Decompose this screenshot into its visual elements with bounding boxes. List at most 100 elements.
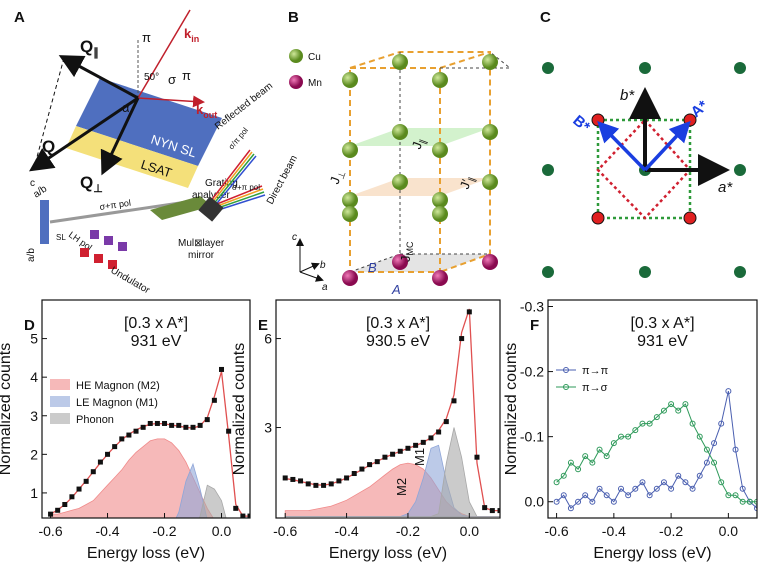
x-tick-label: -0.6 <box>273 523 297 539</box>
legend-label: Phonon <box>76 414 114 426</box>
data-point <box>725 388 732 395</box>
legend-label: LE Magnon (M1) <box>76 397 158 409</box>
x-tick-label: -0.2 <box>152 523 176 539</box>
y-axis-label: Normalized counts <box>0 343 14 476</box>
data-point <box>739 498 746 505</box>
q: Q <box>80 173 93 192</box>
data-point <box>696 472 703 479</box>
data-point <box>197 422 203 428</box>
data-point <box>190 424 196 430</box>
data-point <box>336 478 342 484</box>
x-tick-label: -0.2 <box>659 523 683 539</box>
data-point <box>226 428 232 434</box>
plane <box>350 128 490 146</box>
data-point <box>466 309 472 315</box>
chart: -0.6 -0.4 -0.2 0.0 3 6E [0.3 x A*]930.5 eV Ener… <box>231 299 501 562</box>
x-tick-label: -0.2 <box>396 523 420 539</box>
axis-b: b <box>320 260 326 271</box>
grating-label: Grating analyzer <box>192 178 238 201</box>
mirror <box>198 196 224 222</box>
data-point <box>689 485 696 492</box>
chart: -0.6 -0.4 -0.2 0.0 -0.3 -0.2 -0.1 0.0 F [0.3 x A*… <box>503 299 758 562</box>
direct-label: Direct beam <box>265 154 300 207</box>
j-par: J∥ <box>409 136 429 152</box>
data-point <box>176 422 182 428</box>
dir-b: B <box>368 260 377 275</box>
y-tick-label: 2 <box>30 446 38 462</box>
a-star: a* <box>718 179 733 196</box>
data-point <box>451 398 457 404</box>
data-point <box>428 435 434 441</box>
data-point <box>105 451 111 457</box>
data-point <box>618 433 625 440</box>
legend-label: HE Magnon (M2) <box>76 380 160 392</box>
data-point <box>367 462 373 468</box>
data-point <box>290 476 296 482</box>
j: J <box>327 175 343 186</box>
x-tick-label: 0.0 <box>212 523 232 539</box>
chart-title: [0.3 x A*] <box>124 315 188 332</box>
data-point <box>625 492 632 499</box>
data-point <box>233 505 239 511</box>
j-perp: J⊥ <box>327 167 348 186</box>
data-point <box>582 453 589 460</box>
data-point <box>575 466 582 473</box>
data-point <box>553 479 560 486</box>
data-point <box>162 420 168 426</box>
q-arrow <box>29 96 139 172</box>
chart-subtitle: 930.5 eV <box>366 333 430 350</box>
data-point <box>459 336 465 342</box>
y-tick-label: 6 <box>264 331 272 347</box>
data-point <box>482 505 488 511</box>
panel-label: A <box>14 9 25 26</box>
data-point <box>711 440 718 447</box>
j: J <box>398 256 413 263</box>
q-perp-label: Q⊥ <box>80 173 103 195</box>
plot-area <box>282 308 500 517</box>
data-point <box>313 482 319 488</box>
line: mirror <box>188 250 215 261</box>
data-point <box>154 420 160 426</box>
data-point <box>660 479 667 486</box>
data-point <box>596 446 603 453</box>
data-point <box>240 513 246 518</box>
x-axis-label: Energy loss (eV) <box>593 545 711 562</box>
data-point <box>328 481 334 487</box>
y-tick-label: 3 <box>30 408 38 424</box>
data-point <box>653 485 660 492</box>
ab-side: a/b <box>26 248 37 262</box>
data-point <box>169 422 175 428</box>
panel-label: D <box>24 317 35 334</box>
x-tick-label: 0.0 <box>719 523 739 539</box>
pol-ref: σ/π pol <box>227 126 250 152</box>
cu-atoms <box>342 54 498 222</box>
q-sub: ⊥ <box>93 183 103 195</box>
y-tick-label: 1 <box>30 485 38 501</box>
data-point <box>660 407 667 414</box>
sl-small: SL <box>56 233 66 242</box>
data-point <box>689 420 696 427</box>
plane <box>350 178 490 196</box>
axis-c: c <box>292 232 297 243</box>
data-point <box>625 433 632 440</box>
sigma: σ <box>168 72 176 87</box>
k-in-beam <box>137 9 191 99</box>
j-sub: ⊥ <box>336 170 348 181</box>
data-point <box>632 485 639 492</box>
plot-area <box>553 388 757 512</box>
panel-label: F <box>530 317 539 334</box>
data-point <box>718 479 725 486</box>
cell <box>349 51 491 273</box>
data-point <box>575 498 582 505</box>
data-point <box>682 479 689 486</box>
reflected-label: Reflected beam <box>213 81 275 133</box>
x-tick-label: -0.6 <box>38 523 62 539</box>
legend-swatch <box>50 379 70 390</box>
data-point <box>754 498 757 505</box>
y-tick-label: -0.1 <box>520 429 544 445</box>
b-star: b* <box>620 87 635 104</box>
data-point <box>126 432 132 438</box>
j-par2: J′∥ <box>457 173 478 191</box>
data-point <box>390 451 396 457</box>
q-par-label: Q∥ <box>80 37 99 59</box>
